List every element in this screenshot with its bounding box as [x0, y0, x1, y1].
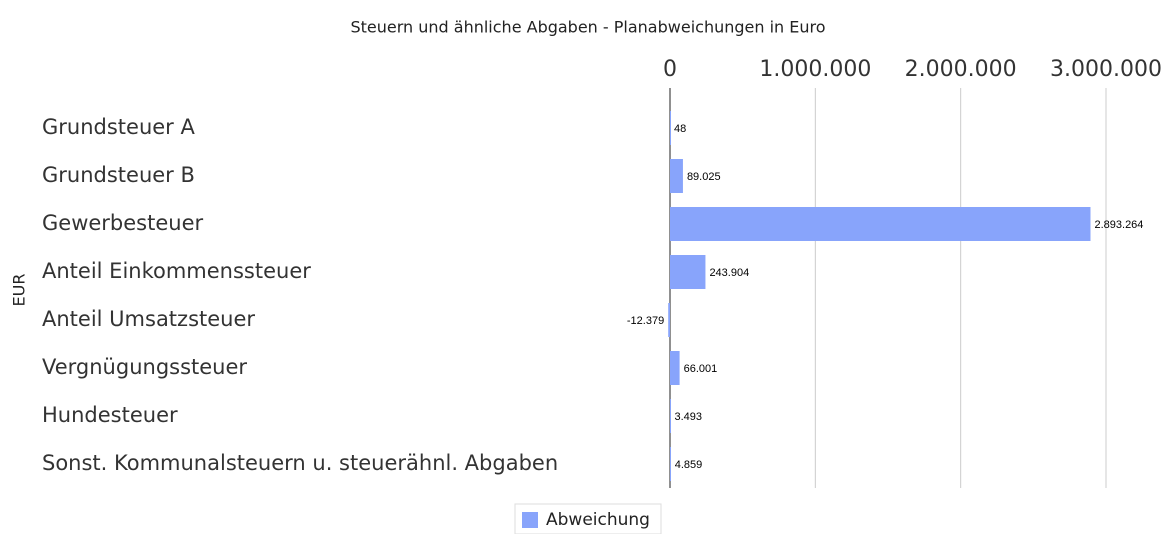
data-label: 66.001: [684, 363, 718, 375]
y-tick-label: Gewerbesteuer: [42, 211, 203, 235]
x-tick-label: 3.000.000: [1050, 57, 1162, 82]
y-tick-label: Grundsteuer A: [42, 115, 195, 139]
y-tick-label: Hundesteuer: [42, 403, 178, 427]
y-tick-label: Anteil Umsatzsteuer: [42, 307, 255, 331]
x-tick-label: 0: [663, 57, 677, 82]
legend-label: Abweichung: [546, 510, 650, 530]
bar: [670, 111, 671, 145]
y-tick-label: Vergnügungssteuer: [42, 355, 247, 379]
data-label: 243.904: [709, 267, 749, 279]
bar: [670, 447, 671, 481]
bar: [670, 399, 671, 433]
x-tick-label: 2.000.000: [905, 57, 1017, 82]
data-label: -12.379: [627, 315, 664, 327]
bar: [670, 159, 683, 193]
bar: [670, 207, 1091, 241]
bar: [670, 351, 680, 385]
bar: [670, 255, 706, 289]
chart-title: Steuern und ähnliche Abgaben - Planabwei…: [350, 18, 825, 37]
data-label: 89.025: [687, 171, 721, 183]
data-label: 2.893.264: [1094, 219, 1143, 231]
bar: [668, 303, 670, 337]
x-tick-label: 1.000.000: [759, 57, 871, 82]
data-label: 3.493: [675, 411, 703, 423]
y-tick-label: Sonst. Kommunalsteuern u. steuerähnl. Ab…: [42, 451, 558, 475]
data-label: 48: [674, 123, 686, 135]
y-tick-label: Grundsteuer B: [42, 163, 195, 187]
legend-frame: [514, 503, 662, 534]
y-tick-label: Anteil Einkommenssteuer: [42, 259, 311, 283]
legend-swatch: [522, 512, 538, 528]
y-axis-label: EUR: [10, 274, 29, 307]
data-label: 4.859: [675, 459, 703, 471]
